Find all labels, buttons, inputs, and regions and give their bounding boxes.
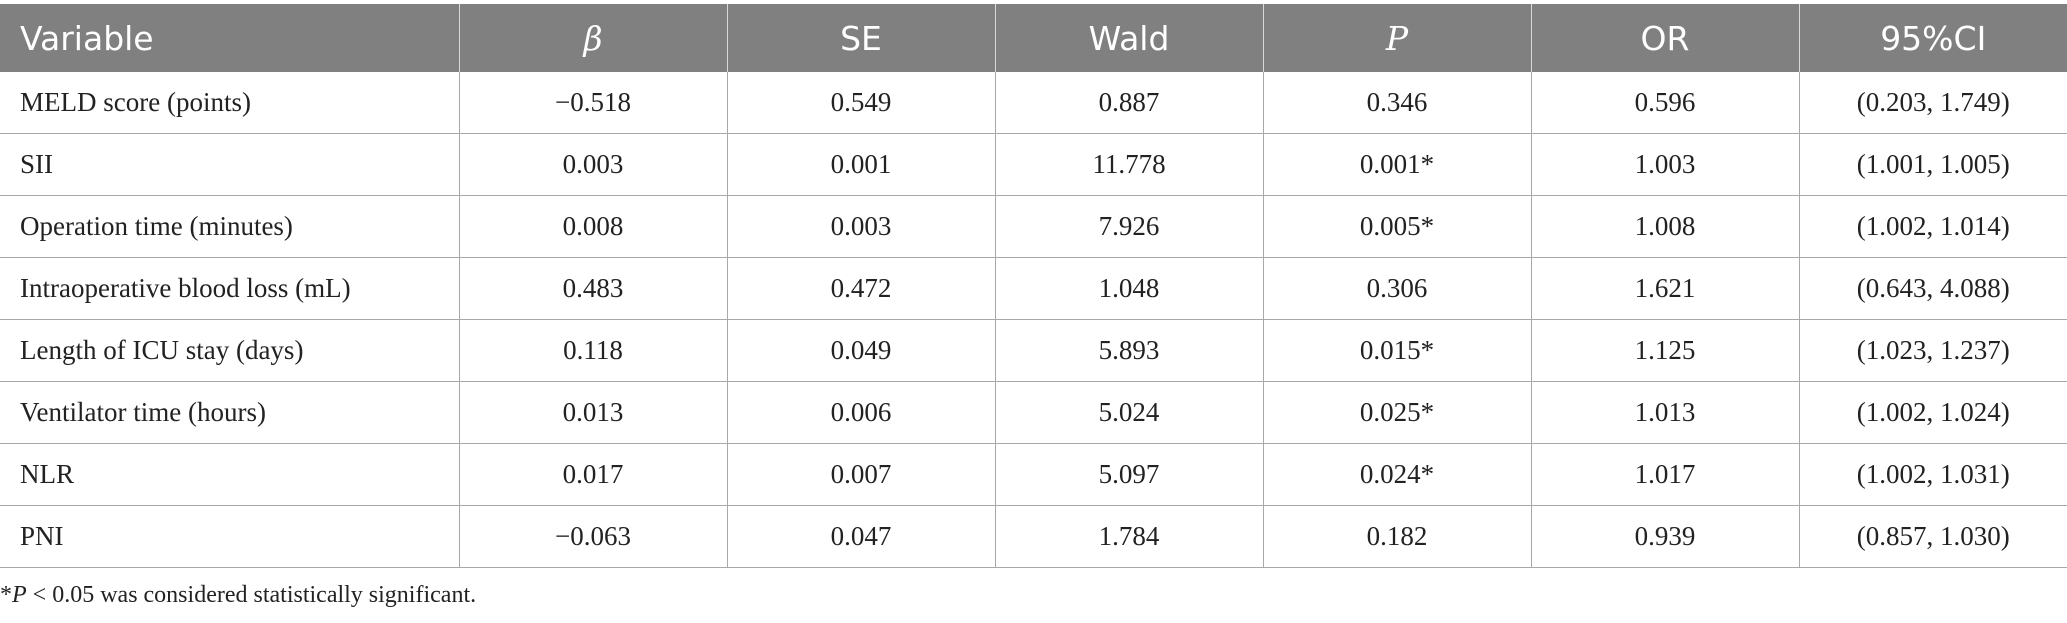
cell-se: 0.007 [727,443,996,506]
cell-beta: 0.118 [459,319,728,382]
cell-beta: −0.518 [459,72,728,134]
cell-ci: (1.002, 1.024) [1799,381,2067,444]
cell-p: 0.015* [1263,319,1532,382]
cell-beta: 0.013 [459,381,728,444]
cell-variable: Operation time (minutes) [0,195,460,258]
regression-table: Variable β SE Wald P OR 95%CI MELD score… [0,4,2067,568]
cell-wald: 5.893 [995,319,1264,382]
cell-or: 1.017 [1531,443,1800,506]
cell-se: 0.049 [727,319,996,382]
table-row: NLR 0.017 0.007 5.097 0.024* 1.017 (1.00… [0,443,2067,506]
cell-se: 0.001 [727,133,996,196]
cell-beta: −0.063 [459,505,728,568]
cell-variable: Length of ICU stay (days) [0,319,460,382]
header-se: SE [727,4,996,72]
cell-or: 1.003 [1531,133,1800,196]
header-beta: β [459,4,728,72]
table-footnote: *P < 0.05 was considered statistically s… [0,582,476,609]
header-or: OR [1531,4,1800,72]
table-row: Ventilator time (hours) 0.013 0.006 5.02… [0,381,2067,444]
header-variable: Variable [0,4,460,72]
table-row: PNI −0.063 0.047 1.784 0.182 0.939 (0.85… [0,505,2067,568]
header-ci: 95%CI [1799,4,2067,72]
cell-p: 0.025* [1263,381,1532,444]
cell-se: 0.472 [727,257,996,320]
cell-se: 0.006 [727,381,996,444]
cell-se: 0.047 [727,505,996,568]
cell-wald: 1.048 [995,257,1264,320]
header-row: Variable β SE Wald P OR 95%CI [0,4,2067,72]
cell-wald: 7.926 [995,195,1264,258]
cell-p: 0.001* [1263,133,1532,196]
regression-table-container: Variable β SE Wald P OR 95%CI MELD score… [0,4,2067,568]
cell-variable: MELD score (points) [0,72,460,134]
cell-ci: (1.001, 1.005) [1799,133,2067,196]
cell-ci: (1.023, 1.237) [1799,319,2067,382]
cell-variable: SII [0,133,460,196]
cell-or: 1.621 [1531,257,1800,320]
cell-p: 0.024* [1263,443,1532,506]
cell-wald: 5.024 [995,381,1264,444]
cell-p: 0.306 [1263,257,1532,320]
cell-wald: 5.097 [995,443,1264,506]
cell-beta: 0.017 [459,443,728,506]
cell-se: 0.549 [727,72,996,134]
cell-wald: 11.778 [995,133,1264,196]
cell-ci: (1.002, 1.031) [1799,443,2067,506]
cell-or: 1.013 [1531,381,1800,444]
cell-ci: (0.643, 4.088) [1799,257,2067,320]
cell-variable: PNI [0,505,460,568]
table-row: SII 0.003 0.001 11.778 0.001* 1.003 (1.0… [0,133,2067,196]
table-row: Operation time (minutes) 0.008 0.003 7.9… [0,195,2067,258]
header-wald: Wald [995,4,1264,72]
cell-beta: 0.008 [459,195,728,258]
cell-beta: 0.003 [459,133,728,196]
cell-ci: (0.203, 1.749) [1799,72,2067,134]
cell-wald: 0.887 [995,72,1264,134]
cell-wald: 1.784 [995,505,1264,568]
cell-ci: (0.857, 1.030) [1799,505,2067,568]
footnote-text: < 0.05 was considered statistically sign… [26,582,477,608]
table-row: Intraoperative blood loss (mL) 0.483 0.4… [0,257,2067,320]
cell-p: 0.182 [1263,505,1532,568]
cell-p: 0.346 [1263,72,1532,134]
cell-or: 1.125 [1531,319,1800,382]
cell-p: 0.005* [1263,195,1532,258]
cell-variable: Ventilator time (hours) [0,381,460,444]
table-row: MELD score (points) −0.518 0.549 0.887 0… [0,72,2067,134]
cell-or: 0.596 [1531,72,1800,134]
cell-ci: (1.002, 1.014) [1799,195,2067,258]
cell-variable: Intraoperative blood loss (mL) [0,257,460,320]
table-row: Length of ICU stay (days) 0.118 0.049 5.… [0,319,2067,382]
cell-beta: 0.483 [459,257,728,320]
cell-se: 0.003 [727,195,996,258]
header-p: P [1263,4,1532,72]
footnote-marker: * [0,582,12,608]
footnote-p-variable: P [12,582,27,608]
cell-variable: NLR [0,443,460,506]
cell-or: 1.008 [1531,195,1800,258]
cell-or: 0.939 [1531,505,1800,568]
